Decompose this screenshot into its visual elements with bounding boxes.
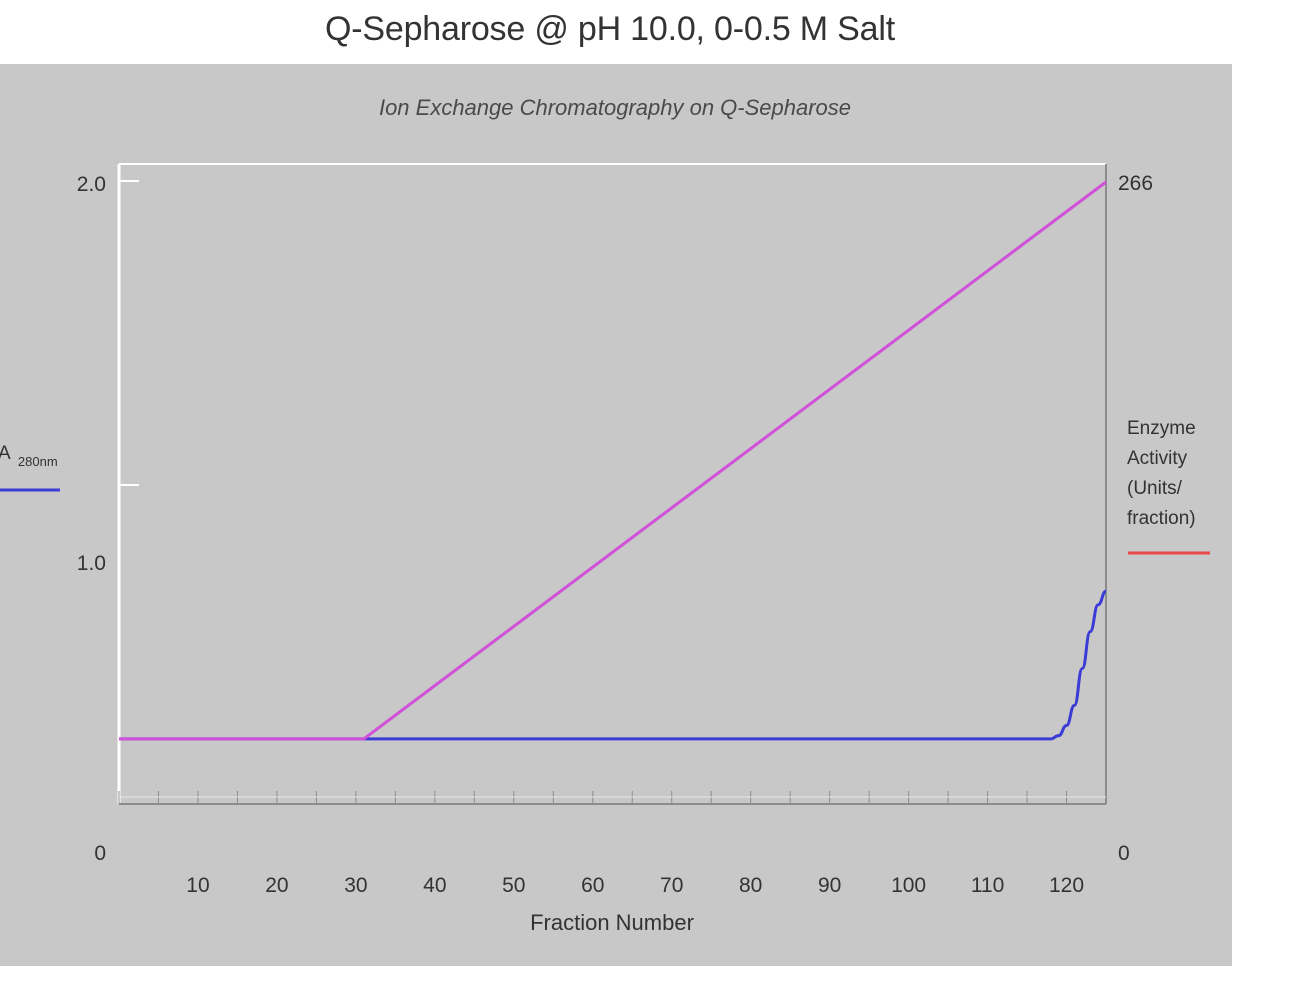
y-left-axis-ticks: 0 1.0 2.0	[77, 173, 106, 865]
x-tick-label: 30	[344, 874, 367, 897]
x-tick-label: 80	[739, 874, 762, 897]
enzyme-activity-label-line: Activity	[1127, 448, 1188, 469]
x-tick-label: 110	[971, 874, 1004, 897]
legend-a280-label: A 280nm	[0, 443, 58, 469]
y-right-tick-label: 0	[1118, 842, 1130, 865]
x-axis-ticks: 10 20 30 40 50 60 70 80 90 100 110 120	[186, 874, 1084, 897]
page-title: Q-Sepharose @ pH 10.0, 0-0.5 M Salt	[325, 10, 895, 48]
series-salt-line	[119, 180, 1107, 741]
chart: Ion Exchange Chromatography on Q-Sepharo…	[0, 95, 1210, 935]
x-tick-label: 50	[502, 874, 525, 897]
x-axis-label: Fraction Number	[530, 910, 694, 935]
legend-a280: A 280nm	[0, 443, 60, 492]
chart-title: Ion Exchange Chromatography on Q-Sepharo…	[379, 95, 851, 120]
legend-a280-subscript: 280nm	[18, 454, 58, 469]
enzyme-activity-label-line: Enzyme	[1127, 418, 1196, 439]
x-tick-label: 60	[581, 874, 604, 897]
x-tick-label: 70	[660, 874, 683, 897]
legend-enzyme: Enzyme Activity (Units/fraction)	[1127, 418, 1210, 555]
x-tick-label: 10	[186, 874, 209, 897]
y-left-tick-label: 1.0	[77, 552, 106, 575]
x-tick-label: 20	[265, 874, 288, 897]
plot-frame	[117, 163, 1107, 805]
chart-panel: Ion Exchange Chromatography on Q-Sepharo…	[0, 64, 1232, 966]
legend-a280-main: A	[0, 443, 11, 464]
enzyme-activity-label-line: fraction)	[1127, 508, 1196, 529]
x-tick-label: 100	[891, 874, 926, 897]
series-layer	[119, 180, 1107, 741]
y-right-tick-label: 266	[1118, 172, 1153, 195]
x-tick-label: 90	[818, 874, 841, 897]
series-a280-line	[119, 589, 1107, 741]
y-right-axis-ticks: 0 266	[1118, 172, 1153, 865]
x-tick-label: 40	[423, 874, 446, 897]
y-left-tick-label: 2.0	[77, 173, 106, 196]
y-left-tick-label: 0	[94, 842, 106, 865]
x-tick-label: 120	[1049, 874, 1084, 897]
enzyme-activity-label-line: (Units/	[1127, 478, 1183, 499]
